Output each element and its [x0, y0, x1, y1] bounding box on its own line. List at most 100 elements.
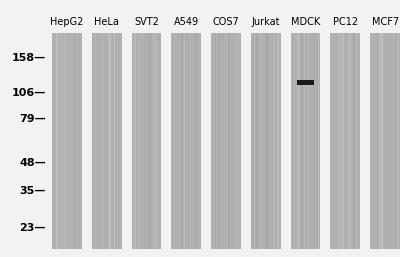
Bar — [154, 33, 155, 249]
Bar — [259, 33, 260, 249]
Bar — [291, 33, 320, 249]
Bar — [96, 33, 97, 249]
Bar — [189, 33, 190, 249]
Bar — [253, 33, 254, 249]
Bar — [221, 33, 222, 249]
Bar — [143, 33, 144, 249]
Bar — [251, 33, 281, 249]
Bar — [278, 33, 279, 249]
Text: HeLa: HeLa — [94, 17, 119, 27]
Bar — [196, 33, 198, 249]
Bar — [59, 33, 60, 249]
Bar — [70, 33, 72, 249]
Bar — [56, 33, 58, 249]
Bar — [254, 33, 255, 249]
Bar — [397, 33, 398, 249]
Bar — [297, 80, 314, 85]
Bar — [305, 33, 307, 249]
Text: 158—: 158— — [12, 53, 46, 63]
Bar — [187, 33, 189, 249]
Bar — [267, 33, 268, 249]
Bar — [118, 33, 119, 249]
Bar — [171, 33, 201, 249]
Bar — [330, 33, 360, 249]
Text: 79—: 79— — [19, 114, 46, 124]
Bar — [341, 33, 343, 249]
Bar — [376, 33, 378, 249]
Bar — [156, 33, 157, 249]
Text: 35—: 35— — [20, 186, 46, 196]
Bar — [78, 33, 79, 249]
Bar — [396, 33, 398, 249]
Text: MCF7: MCF7 — [372, 17, 399, 27]
Bar — [191, 33, 192, 249]
Bar — [157, 33, 158, 249]
Bar — [181, 33, 182, 249]
Bar — [393, 33, 395, 249]
Bar — [109, 33, 111, 249]
Bar — [154, 33, 155, 249]
Bar — [102, 33, 103, 249]
Bar — [302, 33, 303, 249]
Bar — [227, 33, 229, 249]
Bar — [353, 33, 354, 249]
Bar — [238, 33, 239, 249]
Text: COS7: COS7 — [213, 17, 239, 27]
Bar — [228, 33, 229, 249]
Bar — [309, 33, 310, 249]
Bar — [298, 33, 300, 249]
Bar — [397, 33, 398, 249]
Bar — [297, 33, 298, 249]
Bar — [61, 33, 62, 249]
Bar — [181, 33, 183, 249]
Bar — [157, 33, 158, 249]
Bar — [108, 33, 110, 249]
Bar — [349, 33, 351, 249]
Bar — [95, 33, 96, 249]
Bar — [214, 33, 216, 249]
Bar — [132, 33, 161, 249]
Bar — [256, 33, 258, 249]
Bar — [179, 33, 180, 249]
Bar — [197, 33, 198, 249]
Text: HepG2: HepG2 — [50, 17, 84, 27]
Bar — [318, 33, 319, 249]
Bar — [139, 33, 140, 249]
Bar — [306, 33, 308, 249]
Bar — [66, 33, 67, 249]
Bar — [338, 33, 339, 249]
Bar — [64, 33, 65, 249]
Bar — [318, 33, 320, 249]
Text: MDCK: MDCK — [291, 17, 320, 27]
Bar — [356, 33, 357, 249]
Bar — [226, 33, 227, 249]
Bar — [98, 33, 99, 249]
Bar — [275, 33, 277, 249]
Bar — [211, 33, 241, 249]
Bar — [348, 33, 349, 249]
Bar — [274, 33, 276, 249]
Bar — [117, 33, 118, 249]
Bar — [382, 33, 383, 249]
Bar — [52, 33, 82, 249]
Bar — [116, 33, 117, 249]
Bar — [317, 33, 318, 249]
Bar — [216, 33, 218, 249]
Bar — [184, 33, 185, 249]
Bar — [71, 33, 72, 249]
Bar — [343, 33, 344, 249]
Bar — [149, 33, 151, 249]
Bar — [266, 33, 268, 249]
Bar — [237, 33, 239, 249]
Bar — [94, 33, 95, 249]
Bar — [178, 33, 179, 249]
Bar — [378, 33, 379, 249]
Bar — [277, 33, 279, 249]
Bar — [155, 33, 157, 249]
Bar — [194, 33, 196, 249]
Bar — [370, 33, 400, 249]
Bar — [223, 33, 224, 249]
Bar — [134, 33, 135, 249]
Bar — [194, 33, 195, 249]
Bar — [304, 33, 305, 249]
